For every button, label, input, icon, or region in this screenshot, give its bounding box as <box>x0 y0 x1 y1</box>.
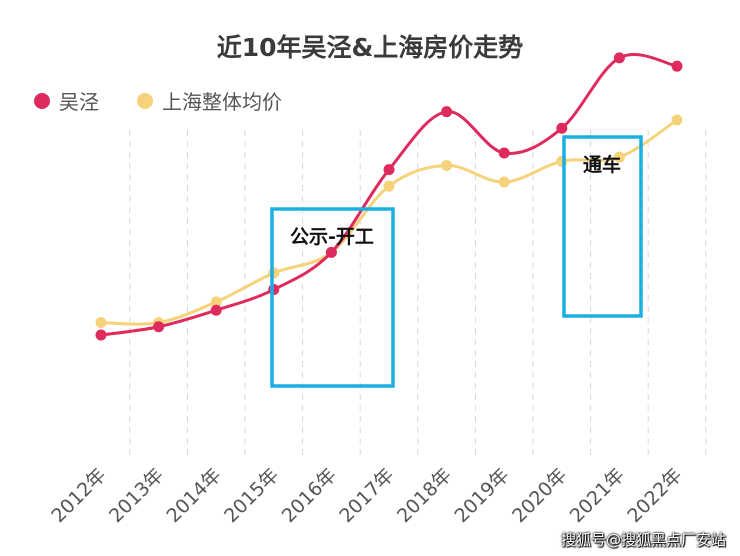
data-point-wujing <box>268 284 280 296</box>
legend-label-wujing: 吴泾 <box>59 90 99 114</box>
legend-label-shanghai: 上海整体均价 <box>162 90 282 114</box>
x-tick-label: 2021年 <box>566 464 629 527</box>
data-point-wujing <box>210 304 222 316</box>
data-point-shanghai <box>383 180 395 192</box>
legend-item-shanghai[interactable]: 上海整体均价 <box>137 86 282 115</box>
x-tick-label: 2014年 <box>163 464 226 527</box>
data-point-wujing <box>325 246 337 258</box>
data-point-wujing <box>441 106 453 118</box>
data-point-wujing <box>153 321 165 333</box>
x-tick-label: 2020年 <box>508 464 571 527</box>
x-tick-label: 2017年 <box>335 464 398 527</box>
x-tick-label: 2019年 <box>451 464 514 527</box>
x-tick-label: 2022年 <box>623 464 686 527</box>
series-line-wujing <box>100 53 678 337</box>
data-point-wujing <box>498 147 510 159</box>
data-point-shanghai <box>671 114 683 126</box>
annotation-label-2: 通车 <box>583 153 621 176</box>
x-tick-label: 2015年 <box>220 464 283 527</box>
data-point-shanghai <box>95 317 107 329</box>
annotation-box-2 <box>562 135 643 318</box>
data-point-shanghai <box>498 176 510 188</box>
data-point-wujing <box>556 122 568 134</box>
x-tick-label: 2012年 <box>47 464 110 527</box>
data-point-shanghai <box>613 151 625 163</box>
data-point-wujing <box>95 329 107 341</box>
x-tick-label: 2018年 <box>393 464 456 527</box>
chart-title: 近10年吴泾&上海房价走势 <box>216 33 524 62</box>
watermark: 搜狐号@搜狐黑点厂安站 <box>560 531 726 549</box>
data-point-wujing <box>383 164 395 176</box>
legend-item-wujing[interactable]: 吴泾 <box>34 86 99 115</box>
data-point-wujing <box>613 52 625 64</box>
x-tick-label: 2013年 <box>105 464 168 527</box>
data-point-shanghai <box>268 267 280 279</box>
legend-marker-shanghai <box>137 92 153 109</box>
data-point-shanghai <box>441 159 453 171</box>
data-point-wujing <box>671 60 683 72</box>
legend-marker-wujing <box>34 92 50 109</box>
data-point-shanghai <box>210 296 222 308</box>
x-tick-label: 2016年 <box>278 464 341 527</box>
annotation-label-1: 公示-开工 <box>290 226 374 248</box>
annotation-box-1 <box>270 207 395 388</box>
